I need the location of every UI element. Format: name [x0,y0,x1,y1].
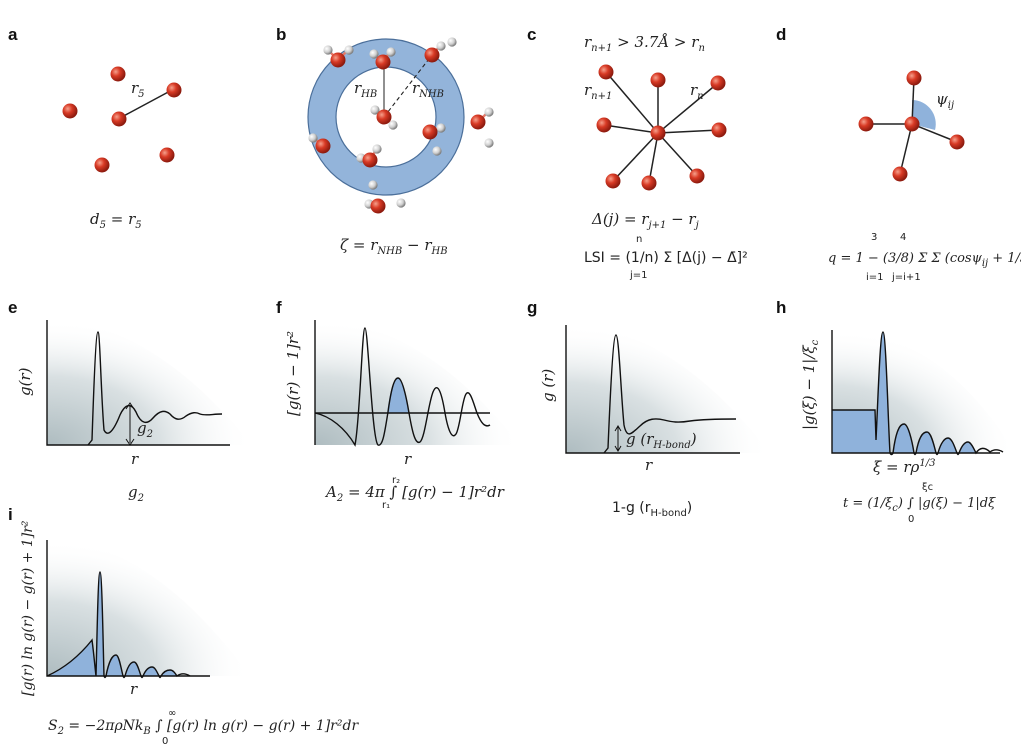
x-axis-label-g: r [645,456,653,474]
lsi-sum-lower: j=1 [629,270,648,281]
oxygen-atom [62,103,78,119]
oxygen-atom [94,157,110,173]
central-oxygen-atom [904,116,920,132]
oxygen-atom [110,66,126,82]
x-axis-label-h: ξ = rρ1/3 [873,458,935,476]
r5-label: r5 [131,79,145,100]
sum1-upper: 3 [871,232,877,243]
panel-label-i: i [8,505,13,524]
g2-annotation: g2 [137,419,153,440]
caption-e: g2 [128,483,144,504]
y-axis-label-f: [g(r) − 1]r² [284,331,302,416]
panel-h: h |g(ξ) − 1|/ξc ξ = rρ1/3 t = (1/ξc) ∫ |… [776,298,1015,525]
r-hb-label: rHB [354,79,377,100]
x-axis-label-i: r [130,680,138,698]
panel-f: f [g(r) − 1]r² r A2 = 4π ∫ [g(r) − 1]r²d… [276,298,520,511]
panel-label-b: b [276,25,286,44]
panel-label-f: f [276,298,282,317]
caption-g: 1-g (rH-bond) [612,500,692,519]
lsi-sum-upper: n [636,234,642,245]
y-axis-label-e: g(r) [16,367,34,396]
neighbor-bonds [603,71,720,184]
x-axis-label-e: r [131,450,139,468]
formula-a: d5 = r5 [90,210,142,231]
panel-a: a r5 d5 = r5 [8,25,182,231]
panel-label-h: h [776,298,786,317]
panel-label-a: a [8,25,18,44]
h-bond-annotation: g (rH-bond) [626,430,697,451]
formula-b: ζ = rNHB − rHB [340,236,448,257]
sum1-lower: i=1 [866,272,884,283]
int-upper-h: ξc [922,482,933,493]
oxygen-atom [166,82,182,98]
r-nhb-label: rNHB [412,79,444,100]
sum2-upper: 4 [900,232,906,243]
int-upper-f: r₂ [392,475,400,486]
threshold-title: rn+1 > 3.7Å > rn [584,33,705,54]
panel-e: e g2 g(r) r g2 [8,298,252,504]
sum2-lower: j=i+1 [891,272,921,283]
oxygen-atom [111,111,127,127]
q-formula: q = 1 − (3/8) Σ Σ (cosψij + 1/3)² [828,251,1021,269]
caption-i: S2 = −2πρNkB ∫ [g(r) ln g(r) − g(r) + 1]… [48,718,359,737]
y-axis-label-h: |g(ξ) − 1|/ξc [800,339,821,430]
psi-label: ψij [936,90,954,111]
lsi-formula: LSI = (1/n) Σ [Δ(j) − Δ̄]² [584,250,748,266]
panel-i: i [g(r) ln g(r) − g(r) + 1]r² r S2 = −2π… [8,505,359,747]
rn1-label: rn+1 [584,81,612,102]
x-axis-label-f: r [404,450,412,468]
panel-d: d ψij q = 1 − (3/8) Σ Σ (cosψij + 1/3)² … [776,25,1021,283]
y-axis-label-i: [g(r) ln g(r) − g(r) + 1]r² [20,520,36,696]
rn-label: rn [690,81,704,102]
y-axis-label-g: g (r) [539,369,557,402]
panel-label-e: e [8,298,17,317]
int-lower-i: 0 [162,736,168,747]
delta-formula: Δ(j) = rj+1 − rj [591,210,699,231]
caption-h: t = (1/ξc) ∫ |g(ξ) − 1|dξ [843,496,996,514]
panel-label-d: d [776,25,786,44]
panel-g: g g (rH-bond) g (r) r 1-g (rH-bond) [527,298,770,519]
panel-c: c rn+1 > 3.7Å > rn rn+1 rn Δ(j) = rj+1 −… [527,25,748,281]
panel-b: b [276,25,494,257]
panel-label-c: c [527,25,536,44]
central-oxygen-atom [650,125,666,141]
int-upper-i: ∞ [168,708,176,719]
caption-f: A2 = 4π ∫ [g(r) − 1]r²dr [324,483,505,504]
int-lower-f: r₁ [382,500,390,511]
central-oxygen-atom [376,109,392,125]
oxygen-atom [159,147,175,163]
int-lower-h: 0 [908,514,914,525]
water-molecules [308,37,494,214]
panel-label-g: g [527,298,537,317]
